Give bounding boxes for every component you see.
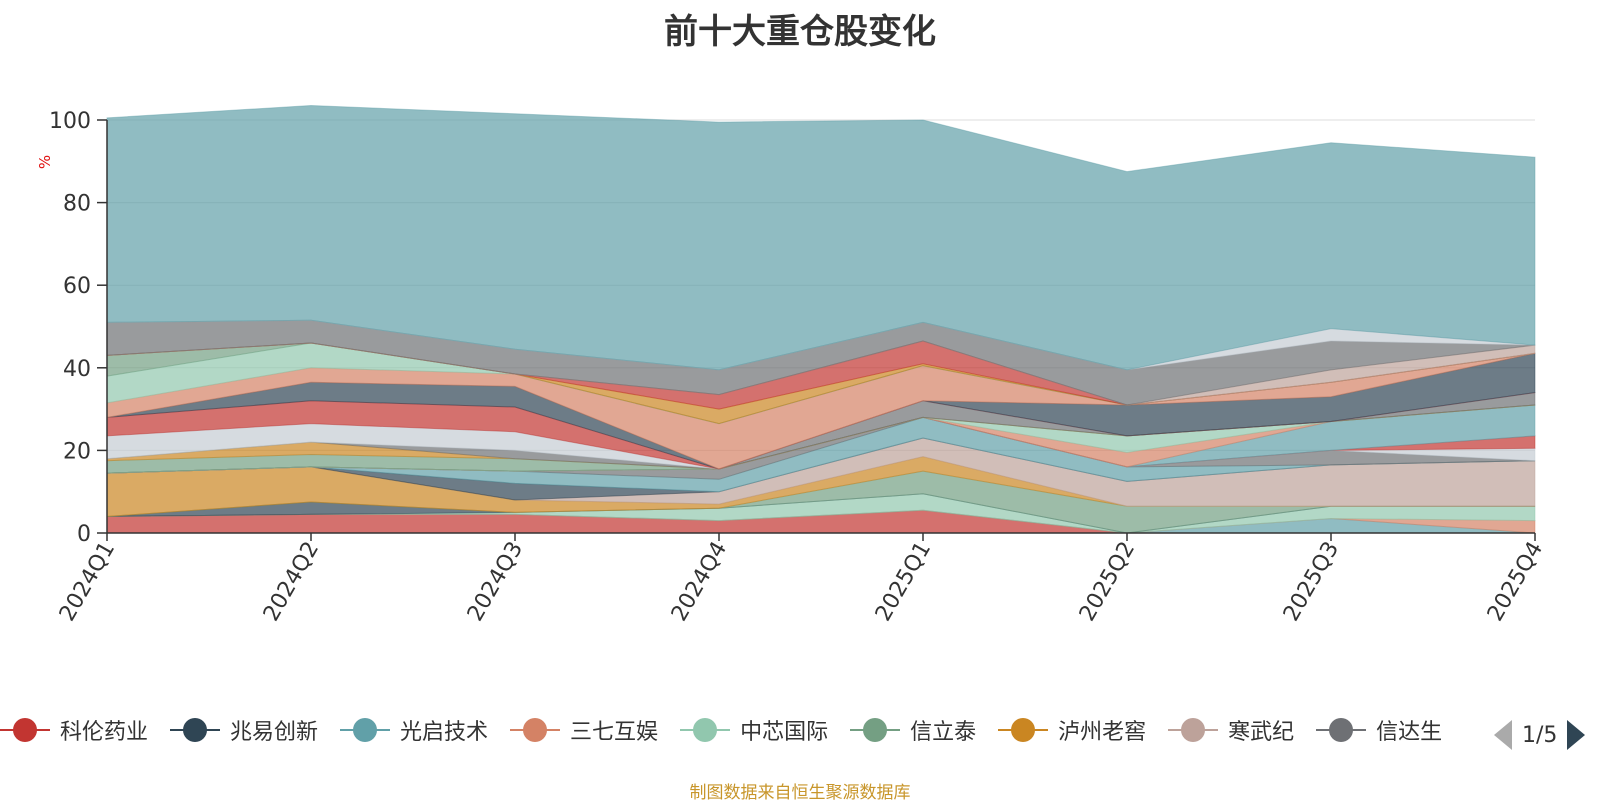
- pager-prev-icon[interactable]: [1494, 720, 1512, 750]
- legend-item[interactable]: 泸州老窖: [998, 708, 1146, 752]
- x-tick-label: 2025Q1: [871, 538, 936, 626]
- x-tick-label: 2025Q3: [1279, 538, 1344, 626]
- area-series-22: [106, 352, 1536, 470]
- legend-item[interactable]: 信立泰: [850, 708, 976, 752]
- y-tick-label: 0: [77, 522, 91, 547]
- legend-item-label: 兆易创新: [230, 720, 319, 745]
- x-tick-label: 2025Q2: [1075, 538, 1140, 626]
- legend-item-label: 泸州老窖: [1058, 720, 1147, 745]
- legend-item-label: 信立泰: [910, 720, 977, 745]
- x-tick-label: 2024Q4: [667, 538, 732, 626]
- legend-marker-icon: [680, 718, 731, 742]
- area-series-19: [106, 392, 1536, 470]
- y-axis-label: %: [36, 155, 54, 169]
- y-tick-label: 40: [63, 357, 91, 382]
- legend-item-label: 寒武纪: [1228, 720, 1295, 745]
- legend-item-label: 三七互娱: [570, 720, 659, 745]
- legend-marker-dot: [693, 718, 718, 742]
- y-tick-label: 100: [49, 109, 91, 134]
- data-source-note: 制图数据来自恒生聚源数据库: [689, 783, 911, 803]
- legend-marker-dot: [183, 718, 208, 742]
- legend-item[interactable]: 光启技术: [340, 708, 488, 752]
- legend-item[interactable]: 科伦药业: [0, 708, 148, 752]
- legend-marker-dot: [863, 718, 888, 742]
- legend-marker-icon: [340, 718, 391, 742]
- x-tick-label: 2024Q2: [259, 538, 324, 626]
- legend-item-label: 科伦药业: [60, 720, 149, 745]
- legend-item[interactable]: 中芯国际: [680, 708, 828, 752]
- legend-item[interactable]: 三七互娱: [510, 708, 658, 752]
- x-tick-label: 2024Q3: [463, 538, 528, 626]
- stacked-areas: [106, 104, 1536, 534]
- pager-page-indicator: 1/5: [1522, 722, 1558, 748]
- legend-item-label: 信达生: [1376, 720, 1443, 745]
- legend-item[interactable]: 寒武纪: [1168, 708, 1294, 752]
- legend-marker-dot: [1181, 718, 1206, 742]
- legend-item-label: 中芯国际: [740, 720, 829, 745]
- legend-pager: 1/5: [1494, 718, 1600, 752]
- chart-title: 前十大重仓股变化: [664, 12, 936, 52]
- legend-item-label: 光启技术: [400, 720, 489, 745]
- legend-marker-icon: [510, 718, 561, 742]
- legend-marker-icon: [1316, 718, 1367, 742]
- legend-item[interactable]: 信达生: [1316, 708, 1442, 752]
- legend-marker-dot: [1329, 718, 1354, 742]
- legend-marker-dot: [1011, 718, 1036, 742]
- pager-next-icon[interactable]: [1567, 720, 1586, 750]
- legend-marker-icon: [170, 718, 221, 742]
- legend-marker-icon: [998, 718, 1049, 742]
- y-tick-label: 60: [63, 274, 91, 299]
- legend-marker-dot: [523, 718, 548, 742]
- legend: 科伦药业 兆易创新 光启技术 三七互娱 中芯国际 信立泰 泸州老窖 寒武纪 信达生: [0, 708, 1490, 752]
- legend-marker-icon: [1168, 718, 1219, 742]
- legend-item[interactable]: 兆易创新: [170, 708, 318, 752]
- legend-marker-icon: [0, 718, 50, 742]
- area-series-31: [106, 104, 1536, 371]
- legend-marker-dot: [353, 718, 378, 742]
- y-tick-label: 80: [63, 192, 91, 217]
- legend-marker-dot: [13, 718, 37, 742]
- x-tick-label: 2025Q4: [1483, 538, 1548, 626]
- legend-marker-icon: [850, 718, 901, 742]
- x-tick-label: 2024Q1: [55, 538, 120, 626]
- y-tick-label: 20: [63, 439, 91, 464]
